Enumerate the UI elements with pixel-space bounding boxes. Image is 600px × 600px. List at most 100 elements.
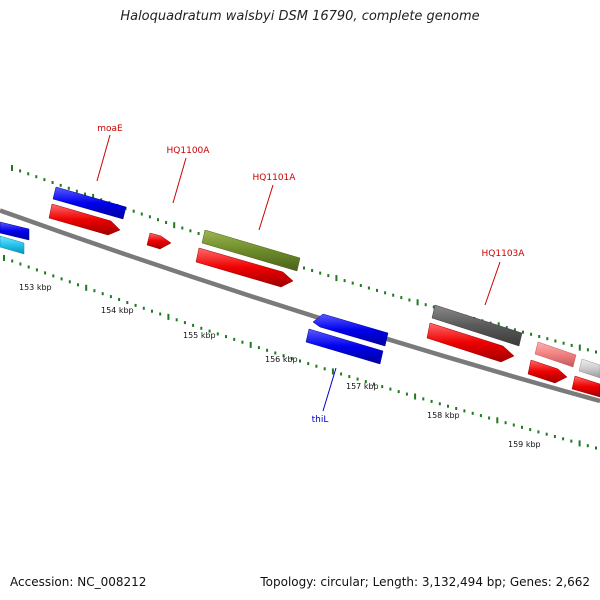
gene-red-right-2[interactable] — [571, 375, 600, 398]
inner-tick — [101, 292, 104, 296]
gene-red-right-1[interactable] — [527, 359, 568, 384]
outer-tick — [27, 172, 30, 176]
inner-tick — [3, 255, 5, 261]
inner-tick — [142, 306, 145, 310]
outer-tick — [335, 275, 338, 282]
inner-tick — [126, 301, 129, 304]
outer-tick — [384, 291, 387, 295]
inner-tick — [290, 356, 293, 360]
outer-tick — [132, 209, 135, 213]
inner-tick — [208, 329, 211, 333]
outer-tick — [505, 326, 508, 330]
scale-label-157kbp: 157 kbp — [346, 382, 379, 391]
outer-tick — [546, 337, 549, 341]
outer-tick — [173, 222, 176, 229]
gene-moaE[interactable] — [48, 203, 121, 236]
inner-tick — [381, 385, 384, 389]
gene-thiL-upper[interactable] — [312, 313, 389, 347]
scale-label-153kbp: 153 kbp — [19, 283, 52, 292]
inner-tick — [356, 377, 359, 381]
genome-backbone — [0, 208, 600, 404]
gene-HQ1100A[interactable] — [146, 232, 172, 250]
outer-tick — [513, 328, 516, 332]
inner-tick — [578, 440, 581, 447]
outer-tick — [165, 221, 168, 224]
inner-tick — [455, 407, 458, 410]
inner-tick-marks — [3, 255, 597, 450]
gene-label-HQ1100A[interactable]: HQ1100A — [167, 146, 211, 156]
scale-label-159kbp: 159 kbp — [508, 440, 541, 449]
outer-tick — [157, 218, 159, 222]
inner-tick — [77, 283, 79, 287]
inner-tick — [241, 340, 244, 344]
gene-thiL[interactable] — [305, 328, 384, 365]
outer-tick — [327, 274, 330, 278]
gene-HQ1103A[interactable] — [426, 322, 515, 363]
outer-tick — [562, 341, 565, 345]
inner-tick — [389, 387, 392, 391]
inner-tick — [266, 348, 269, 352]
gene-label-thiL[interactable]: thiL — [312, 415, 329, 425]
gene-labels: moaE HQ1100A HQ1101A HQ1103A thiL — [97, 124, 525, 425]
outer-tick — [530, 332, 533, 336]
outer-tick — [92, 193, 95, 200]
outer-tick — [392, 293, 395, 297]
inner-tick — [414, 393, 417, 400]
scale-label-156kbp: 156 kbp — [265, 355, 298, 364]
inner-tick — [19, 262, 22, 266]
gene-grey-HQ1103A-region[interactable] — [431, 304, 523, 347]
outer-tick — [570, 343, 573, 347]
inner-tick — [233, 337, 236, 341]
inner-tick — [192, 323, 195, 327]
inner-tick — [340, 372, 343, 376]
gene-HQ1101A[interactable] — [195, 247, 294, 288]
scale-labels: 153 kbp 154 kbp 155 kbp 156 kbp 157 kbp … — [19, 283, 541, 449]
inner-tick — [118, 298, 121, 301]
inner-tick — [595, 446, 597, 450]
outer-tick — [189, 229, 192, 233]
inner-tick — [331, 368, 334, 375]
inner-tick — [504, 421, 507, 425]
outer-tick — [140, 212, 143, 216]
outer-tick — [67, 186, 70, 190]
inner-tick — [422, 397, 425, 401]
inner-tick — [521, 425, 523, 429]
inner-tick — [496, 417, 499, 424]
scale-label-158kbp: 158 kbp — [427, 411, 460, 420]
gene-pink-right[interactable] — [534, 341, 577, 368]
inner-tick — [529, 428, 532, 432]
gene-blue-left[interactable] — [0, 221, 30, 241]
inner-tick — [488, 416, 491, 420]
inner-tick — [93, 289, 96, 293]
gene-olive-HQ1101A-region[interactable] — [201, 229, 301, 272]
gene-lightgrey-right[interactable] — [578, 358, 600, 379]
outer-tick — [554, 339, 557, 343]
inner-tick — [85, 284, 88, 291]
inner-tick — [44, 271, 47, 275]
gene-label-moaE[interactable]: moaE — [97, 124, 123, 134]
leader-HQ1100A — [172, 157, 187, 204]
outer-tick — [59, 183, 62, 187]
topology-text: Topology: circular; Length: 3,132,494 bp… — [260, 575, 590, 589]
inner-tick — [282, 354, 285, 358]
gene-blue-moaE-region[interactable] — [52, 186, 127, 220]
outer-tick — [43, 178, 46, 182]
outer-tick — [84, 192, 86, 196]
inner-tick — [183, 321, 186, 325]
outer-tick — [595, 350, 597, 354]
inner-tick — [463, 409, 466, 413]
outer-tick — [359, 284, 362, 287]
gene-label-HQ1101A[interactable]: HQ1101A — [253, 173, 297, 183]
outer-tick — [319, 271, 322, 275]
gene-cyan-left[interactable] — [0, 235, 25, 255]
inner-tick — [545, 432, 548, 436]
inner-tick — [134, 303, 137, 307]
outer-tick — [351, 281, 354, 285]
map-title: Haloquadratum walsbyi DSM 16790, complet… — [120, 9, 480, 24]
leader-HQ1101A — [258, 184, 274, 231]
outer-tick — [19, 169, 22, 173]
gene-label-HQ1103A[interactable]: HQ1103A — [482, 249, 526, 259]
outer-tick — [416, 299, 419, 306]
outer-tick — [11, 165, 13, 171]
